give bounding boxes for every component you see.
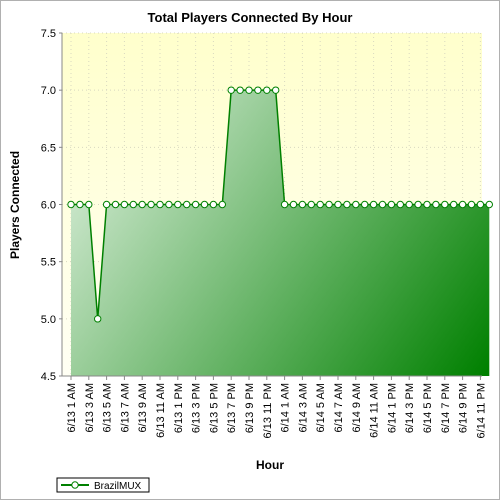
x-tick-label-15: 6/14 7 AM <box>333 383 345 433</box>
legend-label: BrazilMUX <box>94 481 142 492</box>
y-tick-label-4: 6.5 <box>41 142 56 154</box>
data-point-39 <box>414 200 422 209</box>
x-tick-label-4: 6/13 9 AM <box>137 383 149 433</box>
data-point-46 <box>476 200 485 209</box>
legend-swatch-marker <box>71 481 79 489</box>
chart-title: Total Players Connected By Hour <box>148 10 353 25</box>
data-point-44 <box>458 200 467 209</box>
x-tick-label-12: 6/14 1 AM <box>280 383 292 433</box>
x-tick-label-13: 6/14 3 AM <box>297 383 309 433</box>
data-point-7 <box>129 200 138 209</box>
x-tick-label-11: 6/13 11 PM <box>262 383 274 438</box>
data-point-34 <box>369 200 378 209</box>
x-tick-label-10: 6/13 9 PM <box>244 383 256 433</box>
data-point-17 <box>218 200 227 209</box>
data-point-33 <box>361 200 369 209</box>
data-point-42 <box>441 200 449 209</box>
x-tick-label-1: 6/13 3 AM <box>84 383 96 433</box>
data-point-47 <box>485 200 493 209</box>
data-point-40 <box>423 200 431 209</box>
data-point-37 <box>396 200 404 209</box>
data-point-41 <box>432 200 440 209</box>
x-tick-label-5: 6/13 11 AM <box>155 383 167 438</box>
y-tick-label-3: 6.0 <box>41 200 56 212</box>
data-point-11 <box>165 200 173 209</box>
x-tick-label-22: 6/14 9 PM <box>458 383 470 433</box>
data-point-4 <box>102 200 111 209</box>
x-tick-label-3: 6/13 7 AM <box>119 383 131 433</box>
data-point-25 <box>289 200 298 209</box>
y-axis-title: Players Connected <box>8 151 22 259</box>
data-point-35 <box>378 200 387 209</box>
y-tick-labels: 4.5 5.0 5.5 6.0 6.5 7.0 7.5 <box>41 28 62 383</box>
y-tick-label-6: 7.5 <box>41 28 56 40</box>
data-point-9 <box>147 200 155 209</box>
legend-box <box>56 477 150 493</box>
x-tick-label-14: 6/14 5 AM <box>315 383 327 433</box>
data-point-23 <box>272 86 280 94</box>
data-point-38 <box>405 200 413 209</box>
data-point-21 <box>254 86 262 94</box>
data-point-0 <box>67 200 75 209</box>
x-tick-label-9: 6/13 7 PM <box>226 383 238 433</box>
y-tick-label-2: 5.5 <box>41 257 56 269</box>
data-point-28 <box>316 200 324 209</box>
data-point-32 <box>352 200 360 209</box>
data-point-8 <box>138 200 146 209</box>
x-tick-labels: 6/13 1 AM 6/13 3 AM 6/13 5 AM 6/13 7 AM 6/13… <box>66 376 487 438</box>
x-tick-label-8: 6/13 5 PM <box>208 383 220 433</box>
data-point-6 <box>120 200 129 209</box>
data-point-30 <box>334 200 342 209</box>
x-tick-label-20: 6/14 5 PM <box>422 383 434 433</box>
x-tick-label-19: 6/14 3 PM <box>404 383 416 433</box>
series-markers <box>67 86 493 323</box>
x-tick-label-0: 6/13 1 AM <box>66 383 78 433</box>
legend: BrazilMUX <box>56 477 150 493</box>
x-tick-label-21: 6/14 7 PM <box>440 383 452 433</box>
x-tick-label-7: 6/13 3 PM <box>191 383 203 433</box>
data-point-12 <box>174 200 182 209</box>
x-tick-label-2: 6/13 5 AM <box>102 383 114 433</box>
data-point-16 <box>209 200 218 209</box>
data-point-22 <box>263 86 271 94</box>
data-point-24 <box>280 200 289 209</box>
x-axis-title: Hour <box>256 458 284 472</box>
data-point-29 <box>325 200 333 209</box>
data-point-19 <box>236 86 244 94</box>
data-point-20 <box>245 86 253 94</box>
series-area-brazilmux <box>71 90 490 377</box>
data-point-26 <box>298 200 307 209</box>
x-tick-label-23: 6/14 11 PM <box>475 383 487 438</box>
data-point-3 <box>94 315 102 323</box>
y-tick-label-0: 4.5 <box>41 371 56 383</box>
data-point-27 <box>307 200 315 209</box>
data-point-10 <box>156 200 164 209</box>
data-point-1 <box>76 200 84 209</box>
data-point-36 <box>387 200 396 209</box>
data-point-2 <box>85 200 93 209</box>
data-point-13 <box>183 200 191 209</box>
data-point-14 <box>191 200 200 209</box>
data-point-45 <box>467 200 476 209</box>
x-tick-label-16: 6/14 9 AM <box>351 383 363 433</box>
data-point-5 <box>111 200 120 209</box>
data-point-31 <box>343 200 351 209</box>
data-point-18 <box>227 86 235 94</box>
x-tick-label-18: 6/14 1 PM <box>386 383 398 433</box>
data-point-43 <box>450 200 458 209</box>
y-tick-label-1: 5.0 <box>41 314 56 326</box>
x-tick-label-17: 6/14 11 AM <box>369 383 381 438</box>
x-tick-label-6: 6/13 1 PM <box>173 383 185 433</box>
data-point-15 <box>200 200 209 209</box>
y-tick-label-5: 7.0 <box>41 85 56 97</box>
